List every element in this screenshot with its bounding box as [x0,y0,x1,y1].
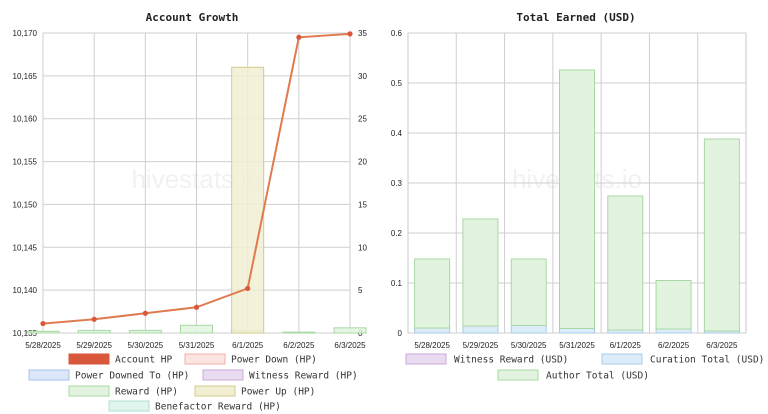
x-tick-label: 5/30/2025 [511,341,547,350]
bar-author-total-usd [559,69,595,329]
account-hp-point [91,316,97,322]
legend-swatch [601,353,643,365]
x-tick-label: 6/2/2025 [658,341,690,350]
y-left-tick-label: 10,140 [13,286,38,295]
x-tick-label: 5/31/2025 [179,341,215,350]
y-left-tick-label: 10,165 [13,72,38,81]
y-left-tick-label: 10,135 [13,329,38,338]
bar-curation-total-usd [462,325,499,334]
legend-swatch [202,369,244,381]
legend-swatch [68,385,110,397]
account-growth-panel: Account Growth hivestats.io 5/28/2025 5/29… [13,11,368,413]
legend-label: Power Down (HP) [231,355,317,366]
legend-swatch [28,369,70,381]
account-hp-point [347,31,353,37]
y-tick-label: 0.1 [391,279,403,288]
legend-label: Author Total (USD) [546,371,649,382]
total-earned-panel: Total Earned (USD) hivestats.io00.10.20.… [384,0,768,414]
total-earned-chart: hivestats.io00.10.20.30.40.50.65/28/2025… [391,29,765,382]
legend-label: Witness Reward (HP) [249,371,358,382]
account-hp-point [245,285,251,292]
bar-author-total-usd [655,280,692,330]
legend-swatch [194,385,236,397]
bar-curation-total-usd [559,328,595,334]
bar-author-total-usd [462,218,499,327]
x-tick-label: 6/1/2025 [610,341,642,350]
legend-swatch [184,353,226,365]
bar-curation-total-usd [510,325,547,334]
y-right-tick-label: 10 [358,243,367,252]
y-left-tick-label: 10,145 [13,243,38,252]
y-left-tick-label: 10,150 [13,200,38,209]
y-left-tick-label: 10,155 [13,158,38,167]
x-tick-label: 5/31/2025 [559,341,595,350]
y-tick-label: 0.5 [391,79,403,88]
legend-label: Reward (HP) [115,387,178,398]
y-tick-label: 0.4 [391,129,403,138]
x-tick-label: 6/3/2025 [706,341,738,350]
x-tick-label: 5/28/2025 [25,341,61,350]
y-left-tick-label: 10,170 [13,29,38,38]
legend-label: Account HP [115,355,172,366]
y-tick-label: 0.3 [391,179,403,188]
legend-label: Curation Total (USD) [650,355,764,366]
bar-curation-total-usd [655,328,692,334]
legend-swatch [405,353,447,365]
legend-label: Power Up (HP) [241,387,315,398]
legend-swatch [68,353,110,365]
y-right-tick-label: 30 [358,72,367,81]
account-hp-point [296,34,302,40]
x-tick-label: 5/29/2025 [463,341,499,350]
bar-author-total-usd [607,195,644,331]
bar-reward-hp [128,329,162,334]
bar-curation-total-usd [414,327,451,334]
y-right-tick-label: 35 [358,29,367,38]
y-tick-label: 0.6 [391,29,403,38]
legend-swatch [108,400,150,412]
legend-swatch [497,369,539,381]
bar-author-total-usd [510,258,547,326]
bar-reward-hp [333,327,367,334]
x-tick-label: 6/3/2025 [334,341,366,350]
y-right-tick-label: 20 [358,158,367,167]
y-right-tick-label: 5 [358,286,363,295]
y-right-tick-label: 15 [358,200,367,209]
bar-author-total-usd [703,138,740,332]
legend-label: Benefactor Reward (HP) [155,402,281,413]
y-tick-label: 0.2 [391,229,403,238]
y-tick-label: 0 [398,329,403,338]
chart-title: Account Growth [145,11,239,24]
bar-reward-hp [282,331,316,334]
bar-reward-hp [180,324,213,334]
y-left-tick-label: 10,160 [13,115,38,124]
account-hp-point [142,310,148,316]
x-tick-label: 6/1/2025 [232,341,264,350]
x-tick-label: 5/29/2025 [76,341,112,350]
account-hp-point [193,304,200,310]
bar-author-total-usd [414,258,451,329]
x-tick-label: 5/28/2025 [414,341,450,350]
chart-title: Total Earned (USD) [516,11,636,24]
x-tick-label: 5/30/2025 [128,341,164,350]
account-growth-chart: hivestats.io5/28/2025 5/29/2025 5/30/2025 5… [13,29,368,413]
legend-label: Witness Reward (USD) [454,355,568,366]
bar-reward-hp [26,330,60,334]
legend-label: Power Downed To (HP) [75,371,189,382]
account-hp-point [40,320,46,327]
x-tick-label: 6/2/2025 [283,341,315,350]
y-right-tick-label: 25 [358,115,367,124]
bar-reward-hp [77,329,111,334]
